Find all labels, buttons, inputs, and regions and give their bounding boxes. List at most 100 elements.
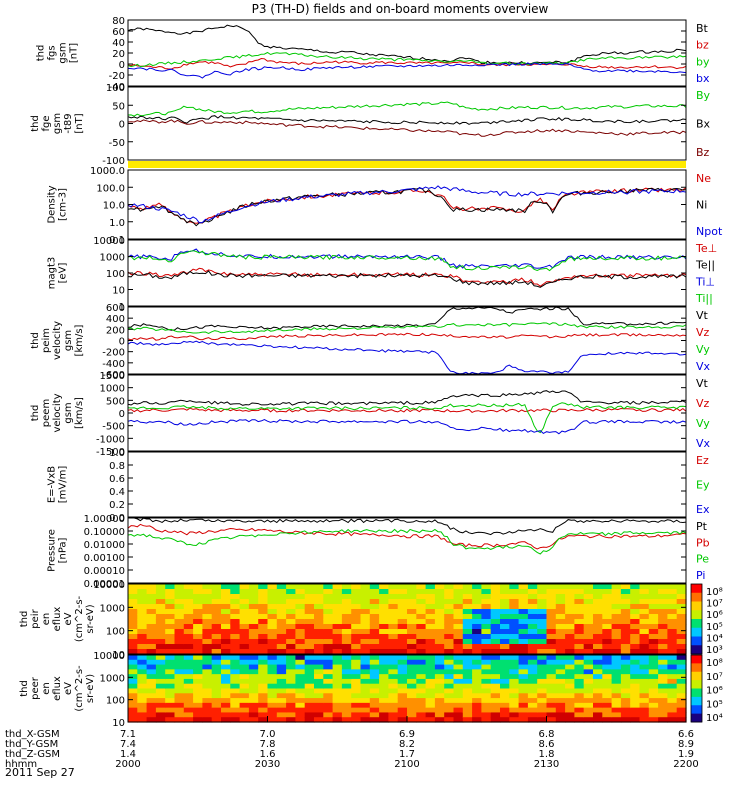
heatmap-cell <box>676 604 687 610</box>
series-line-Bt <box>127 24 687 65</box>
legend-label-Te||: Te|| <box>695 259 715 272</box>
heatmap-cell <box>667 649 678 655</box>
heatmap-cell <box>295 629 306 635</box>
heatmap-cell <box>425 599 436 605</box>
heatmap-cell <box>379 599 389 605</box>
heatmap-cell <box>472 619 482 625</box>
heatmap-cell <box>490 698 501 704</box>
heatmap-cell <box>509 659 520 666</box>
heatmap-cell <box>146 674 157 680</box>
y-tick-label: 100.0 <box>96 183 125 194</box>
y-axis-label-line: eflux <box>52 607 63 632</box>
heatmap-cell <box>193 707 203 714</box>
heatmap-cell <box>602 634 613 640</box>
heatmap-cell <box>490 639 501 645</box>
heatmap-cell <box>472 599 482 605</box>
heatmap-cell <box>146 584 157 590</box>
heatmap-cell <box>407 669 417 675</box>
heatmap-cell <box>155 669 166 675</box>
heatmap-cell <box>146 619 157 625</box>
legend-label-Pb: Pb <box>696 536 710 549</box>
heatmap-cell <box>630 624 641 630</box>
heatmap-cell <box>667 619 678 625</box>
heatmap-cell <box>239 649 250 655</box>
heatmap-cell <box>286 655 296 661</box>
heatmap-cell <box>630 619 641 625</box>
heatmap-cell <box>183 584 194 590</box>
heatmap-cell <box>658 659 668 666</box>
heatmap-cell <box>444 639 455 645</box>
heatmap-cell <box>639 624 650 630</box>
heatmap-cell <box>546 693 557 699</box>
heatmap-cell <box>518 629 529 635</box>
heatmap-cell <box>174 594 185 600</box>
heatmap-cell <box>267 688 278 694</box>
heatmap-cell <box>676 629 687 635</box>
heatmap-cell <box>416 678 427 685</box>
heatmap-cell <box>574 619 585 625</box>
heatmap-cell <box>500 702 510 709</box>
heatmap-cell <box>304 688 315 694</box>
heatmap-cell <box>425 609 436 615</box>
heatmap-cell <box>258 594 269 600</box>
heatmap-cell <box>630 599 641 605</box>
y-axis-label-line: [nPa] <box>58 537 69 563</box>
heatmap-cell <box>295 664 306 670</box>
heatmap-cell <box>258 717 269 723</box>
heatmap-cell <box>434 693 445 699</box>
heatmap-cell <box>611 655 622 661</box>
heatmap-cell <box>667 683 678 690</box>
heatmap-cell <box>593 655 603 661</box>
heatmap-cell <box>323 702 334 709</box>
heatmap-cell <box>332 678 343 685</box>
heatmap-cell <box>425 649 436 655</box>
heatmap-cell <box>202 664 213 670</box>
heatmap-cell <box>239 674 250 680</box>
heatmap-cell <box>323 604 334 610</box>
heatmap-cell <box>416 717 427 723</box>
heatmap-cell <box>137 649 148 655</box>
panel-frame <box>127 169 687 240</box>
heatmap-cell <box>527 707 538 714</box>
heatmap-cell <box>667 693 678 699</box>
heatmap-cell <box>286 589 296 595</box>
legend-label-Ti⊥: Ti⊥ <box>695 275 715 288</box>
heatmap-cell <box>360 712 371 718</box>
heatmap-cell <box>593 678 603 685</box>
x-tick-label: 8.6 <box>539 739 555 750</box>
heatmap-cell <box>202 702 213 709</box>
colorbar-segment <box>691 713 702 723</box>
heatmap-cell <box>239 609 250 615</box>
y-tick-label: -1500 <box>96 447 125 458</box>
heatmap-cell <box>341 717 352 723</box>
heatmap-cell <box>304 589 315 595</box>
heatmap-cell <box>676 693 687 699</box>
heatmap-cell <box>314 604 324 610</box>
heatmap-cell <box>667 614 678 620</box>
heatmap-cell <box>137 702 148 709</box>
heatmap-cell <box>667 659 678 666</box>
heatmap-cell <box>472 639 482 645</box>
heatmap-cell <box>527 674 538 680</box>
heatmap-cell <box>341 589 352 595</box>
date-label: 2011 Sep 27 <box>5 766 75 779</box>
y-tick-label: 1000 <box>100 673 125 684</box>
heatmap-cell <box>388 649 399 655</box>
heatmap-cell <box>155 629 166 635</box>
series-line-By <box>127 101 687 117</box>
heatmap-cell <box>555 619 566 625</box>
heatmap-cell <box>332 698 343 704</box>
heatmap-cell <box>602 584 613 590</box>
heatmap-cell <box>434 698 445 704</box>
heatmap-cell <box>527 634 538 640</box>
heatmap-cell <box>332 644 343 650</box>
heatmap-cell <box>565 589 575 595</box>
heatmap-cell <box>630 614 641 620</box>
heatmap-cell <box>388 664 399 670</box>
heatmap-cell <box>183 614 194 620</box>
heatmap-cell <box>565 712 575 718</box>
heatmap-cell <box>379 594 389 600</box>
heatmap-cell <box>639 702 650 709</box>
heatmap-cell <box>500 619 510 625</box>
y-tick-label: -20 <box>109 71 125 82</box>
